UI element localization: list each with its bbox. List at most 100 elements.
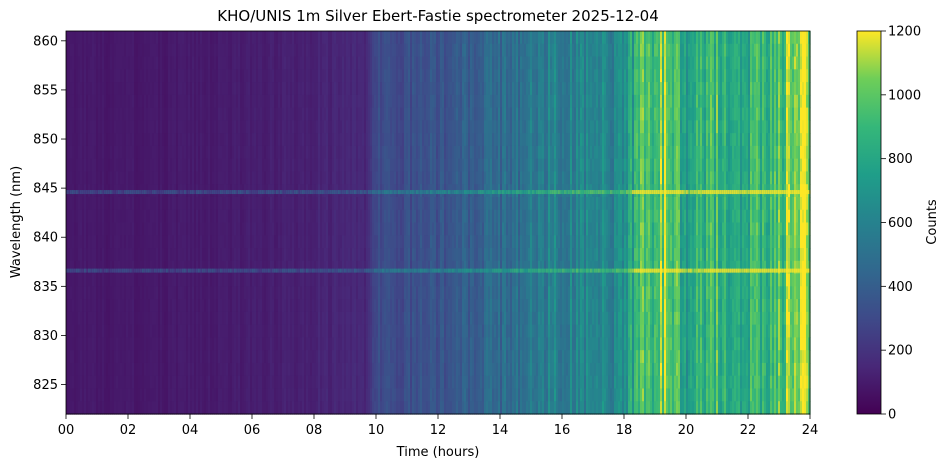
heatmap-cell	[324, 222, 327, 236]
heatmap-cell	[106, 107, 109, 121]
heatmap-cell	[250, 311, 253, 326]
heatmap-cell	[294, 286, 297, 300]
heatmap-cell	[224, 401, 227, 415]
heatmap-cell	[170, 120, 173, 134]
heatmap-cell	[232, 324, 235, 338]
heatmap-cell	[88, 235, 91, 249]
heatmap-cell	[336, 120, 339, 134]
heatmap-cell	[296, 273, 299, 287]
heatmap-cell	[118, 273, 121, 287]
heatmap-cell	[214, 43, 217, 58]
heatmap-cell	[142, 311, 145, 326]
heatmap-cell	[178, 69, 181, 83]
heatmap-cell	[290, 299, 293, 313]
heatmap-cell	[366, 43, 369, 58]
heatmap-cell	[282, 362, 285, 377]
heatmap-cell	[168, 107, 171, 121]
heatmap-cell	[128, 145, 131, 160]
heatmap-cell	[286, 337, 289, 351]
heatmap-cell	[80, 133, 83, 147]
heatmap-cell	[124, 350, 127, 364]
heatmap-cell	[198, 209, 201, 224]
heatmap-cell	[278, 120, 281, 134]
heatmap-cell	[234, 196, 237, 211]
heatmap-cell	[134, 260, 137, 275]
heatmap-cell	[170, 401, 173, 415]
heatmap-cell	[268, 56, 271, 70]
heatmap-cell	[156, 56, 159, 70]
heatmap-cell	[76, 145, 79, 160]
heatmap-cell	[226, 324, 229, 338]
heatmap-cell	[366, 82, 369, 96]
heatmap-cell	[196, 31, 199, 45]
heatmap-cell	[246, 337, 249, 351]
heatmap-cell	[264, 311, 267, 326]
heatmap-cell	[168, 235, 171, 249]
heatmap-cell	[168, 324, 171, 338]
heatmap-cell	[268, 133, 271, 147]
heatmap-cell	[80, 43, 83, 58]
heatmap-cell	[220, 388, 223, 402]
heatmap-cell	[192, 375, 195, 390]
heatmap-cell	[274, 222, 277, 236]
heatmap-cell	[262, 273, 265, 287]
heatmap-cell	[208, 222, 211, 236]
heatmap-cell	[328, 337, 331, 351]
heatmap-cell	[214, 69, 217, 83]
heatmap-cell	[208, 94, 211, 109]
heatmap-cell	[72, 299, 75, 313]
heatmap-cell	[74, 133, 77, 147]
heatmap-cell	[142, 260, 145, 275]
heatmap-cell	[254, 56, 257, 70]
heatmap-cell	[102, 196, 105, 211]
heatmap-cell	[236, 43, 239, 58]
heatmap-cell	[244, 94, 247, 109]
heatmap-cell	[70, 337, 73, 351]
heatmap-cell	[106, 43, 109, 58]
heatmap-cell	[98, 324, 101, 338]
heatmap-cell	[200, 375, 203, 390]
heatmap-cell	[238, 82, 241, 96]
heatmap-cell	[346, 286, 349, 300]
heatmap-cell	[216, 273, 219, 287]
heatmap-cell	[134, 171, 137, 185]
heatmap-cell	[128, 248, 131, 262]
heatmap-cell	[90, 350, 93, 364]
heatmap-cell	[332, 401, 335, 415]
heatmap-cell	[372, 222, 375, 236]
heatmap-cell	[334, 235, 337, 249]
heatmap-cell	[224, 311, 227, 326]
heatmap-cell	[182, 43, 185, 58]
heatmap-cell	[286, 209, 289, 224]
heatmap-cell	[110, 120, 113, 134]
heatmap-cell	[172, 94, 175, 109]
heatmap-cell	[288, 286, 291, 300]
heatmap-cell	[300, 273, 303, 287]
heatmap-cell	[240, 248, 243, 262]
heatmap-cell	[276, 209, 279, 224]
heatmap-cell	[322, 273, 325, 287]
heatmap-cell	[212, 196, 215, 211]
heatmap-cell	[92, 107, 95, 121]
heatmap-cell	[256, 43, 259, 58]
heatmap-cell	[228, 273, 231, 287]
heatmap-cell	[254, 107, 257, 121]
heatmap-cell	[78, 324, 81, 338]
heatmap-cell	[368, 324, 371, 338]
heatmap-cell	[96, 43, 99, 58]
heatmap-cell	[264, 273, 267, 287]
heatmap-cell	[270, 324, 273, 338]
heatmap-cell	[292, 107, 295, 121]
heatmap-cell	[210, 158, 213, 173]
heatmap-cell	[280, 362, 283, 377]
heatmap-cell	[198, 31, 201, 45]
heatmap-cell	[176, 31, 179, 45]
heatmap-cell	[130, 196, 133, 211]
heatmap-cell	[308, 260, 311, 275]
heatmap-cell	[98, 94, 101, 109]
heatmap-cell	[186, 69, 189, 83]
heatmap-cell	[162, 120, 165, 134]
heatmap-cell	[204, 401, 207, 415]
heatmap-cell	[142, 56, 145, 70]
heatmap-cell	[270, 299, 273, 313]
